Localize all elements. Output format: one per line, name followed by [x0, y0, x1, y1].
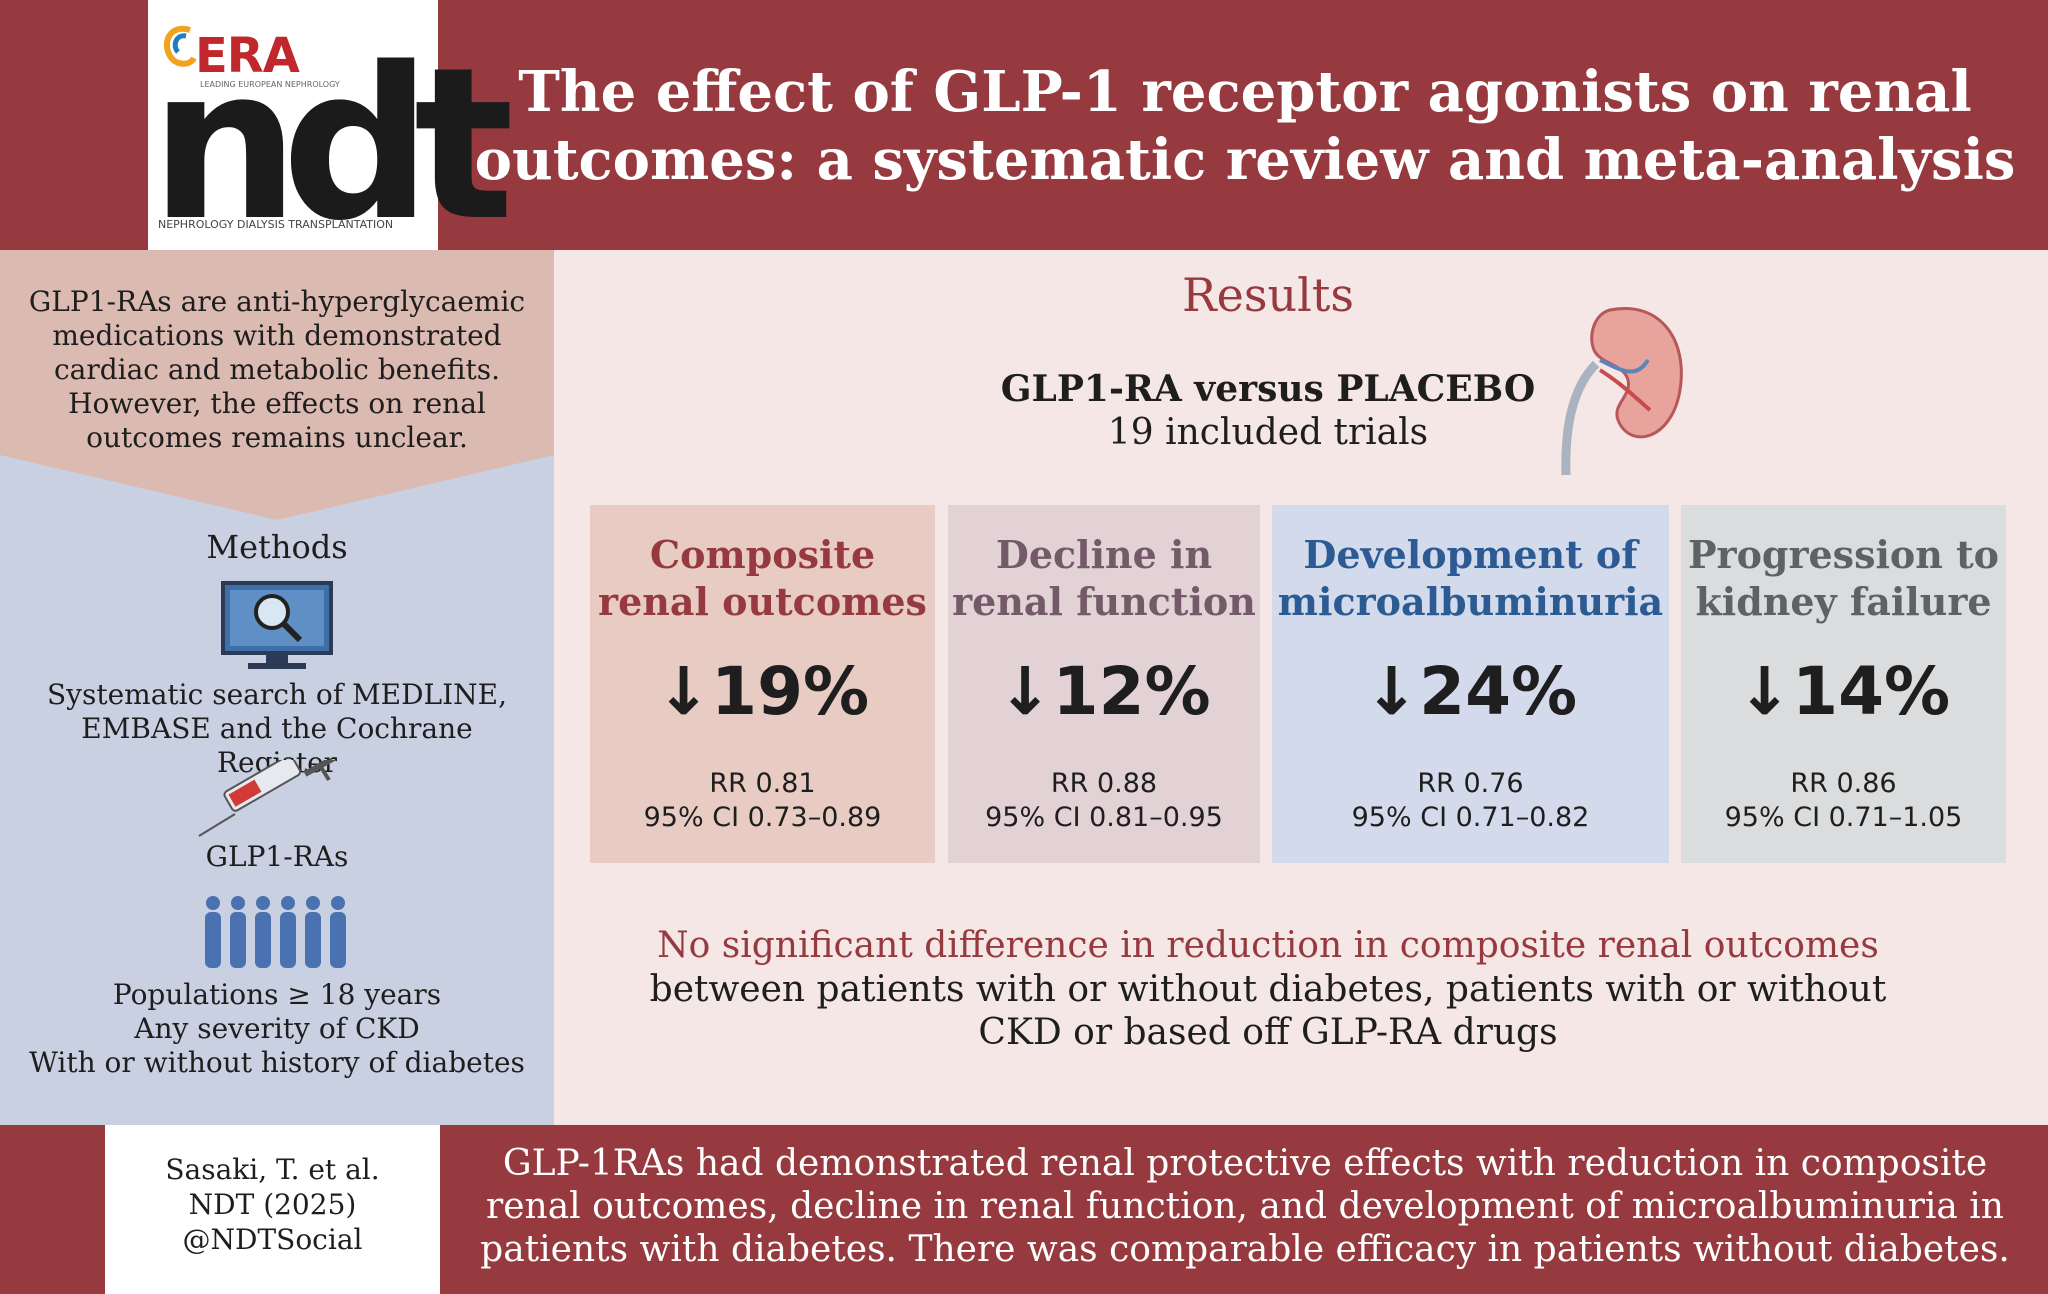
outcome-card-composite: Composite renal outcomes ↓19% RR 0.81 95… — [590, 505, 935, 863]
results-heading: Results — [1182, 268, 1354, 322]
ndt-logo-footer: NEPHROLOGY DIALYSIS TRANSPLANTATION — [158, 218, 394, 231]
outcome-ci: 95% CI 0.73–0.89 — [643, 802, 882, 833]
conclusion-text: GLP-1RAs had demonstrated renal protecti… — [480, 1143, 2010, 1270]
ndt-logo — [148, 0, 438, 250]
drug-class-label: GLP1-RAs — [205, 840, 349, 873]
population-ckd: Any severity of CKD — [134, 1012, 420, 1045]
outcome-rr: RR 0.76 — [1417, 768, 1524, 799]
citation-box — [105, 1125, 440, 1294]
ndt-logo-text: ndt — [150, 22, 514, 267]
trials-count: 19 included trials — [1107, 412, 1429, 453]
outcome-stats: RR 0.81 95% CI 0.73–0.89 — [590, 767, 935, 835]
intro-panel — [0, 250, 554, 455]
outcome-card-microalbuminuria: Development of microalbuminuria ↓24% RR … — [1272, 505, 1669, 863]
intro-arrow-shape — [0, 455, 554, 520]
outcome-title: Development of microalbuminuria — [1277, 532, 1664, 624]
subgroup-finding-highlight: No significant difference in reduction i… — [657, 925, 1879, 966]
population-diabetes: With or without history of diabetes — [29, 1046, 525, 1079]
outcome-title: Progression to kidney failure — [1687, 532, 2000, 624]
outcome-stats: RR 0.76 95% CI 0.71–0.82 — [1272, 767, 1669, 835]
page-title: The effect of GLP-1 receptor agonists on… — [474, 59, 2016, 193]
citation: Sasaki, T. et al. NDT (2025) @NDTSocial — [105, 1152, 440, 1257]
citation-journal: NDT (2025) — [188, 1188, 357, 1221]
outcome-ci: 95% CI 0.81–0.95 — [985, 802, 1223, 833]
outcome-ci: 95% CI 0.71–0.82 — [1351, 802, 1590, 833]
outcome-reduction: ↓19% — [655, 653, 870, 730]
kidney-icon — [1561, 307, 1683, 476]
population-criteria: Populations ≥ 18 years Any severity of C… — [10, 978, 544, 1080]
era-swirl-icon — [163, 25, 197, 67]
comparison-label: GLP1-RA versus PLACEBO — [1000, 368, 1536, 410]
outcome-reduction: ↓14% — [1736, 653, 1951, 730]
outcome-rr: RR 0.86 — [1790, 768, 1897, 799]
outcome-card-kidney-failure: Progression to kidney failure ↓14% RR 0.… — [1681, 505, 2006, 863]
citation-social-handle: @NDTSocial — [182, 1223, 363, 1256]
outcome-card-renal-function: Decline in renal function ↓12% RR 0.88 9… — [948, 505, 1260, 863]
outcome-rr: RR 0.81 — [709, 768, 816, 799]
subgroup-finding-detail: between patients with or without diabete… — [649, 969, 1887, 1053]
outcome-rr: RR 0.88 — [1050, 768, 1158, 799]
population-people-icon — [205, 896, 346, 968]
outcome-title: Decline in renal function — [952, 532, 1256, 624]
search-method-text: Systematic search of MEDLINE, EMBASE and… — [46, 678, 508, 779]
intro-text: GLP1-RAs are anti-hyperglycaemic medicat… — [28, 285, 526, 454]
outcome-stats: RR 0.86 95% CI 0.71–1.05 — [1681, 767, 2006, 835]
syringe-icon — [198, 760, 337, 837]
methods-panel — [0, 455, 554, 1125]
outcome-title: Composite renal outcomes — [598, 532, 927, 624]
era-logo-text: ERA — [195, 28, 300, 84]
methods-heading: Methods — [206, 528, 348, 566]
outcome-reduction: ↓12% — [997, 653, 1211, 730]
population-age: Populations ≥ 18 years — [112, 978, 442, 1011]
computer-search-icon — [221, 581, 333, 669]
outcome-reduction: ↓24% — [1363, 653, 1578, 730]
citation-authors: Sasaki, T. et al. — [165, 1153, 380, 1186]
outcome-stats: RR 0.88 95% CI 0.81–0.95 — [948, 767, 1260, 835]
era-logo-subtitle: LEADING EUROPEAN NEPHROLOGY — [200, 80, 340, 89]
outcome-ci: 95% CI 0.71–1.05 — [1724, 802, 1963, 833]
